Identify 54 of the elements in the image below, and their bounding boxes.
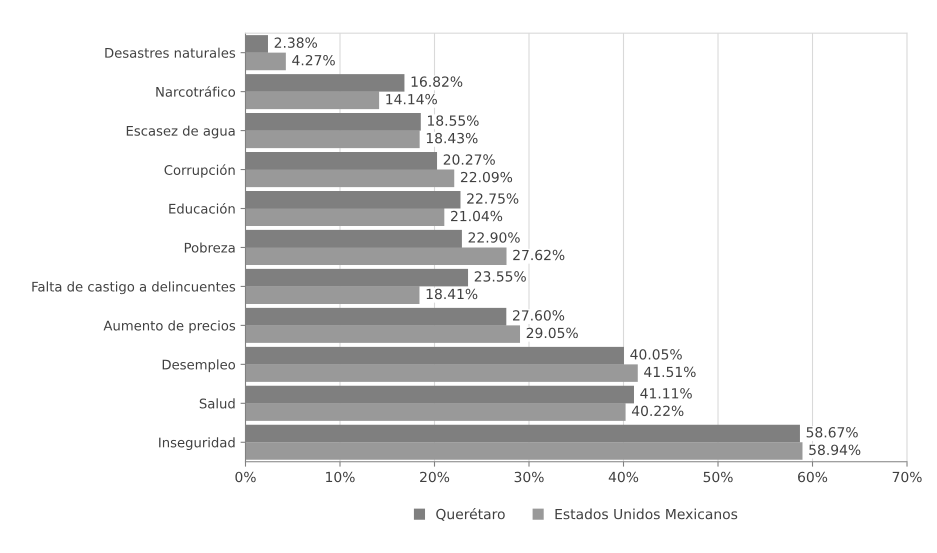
bar — [245, 247, 507, 265]
bar — [245, 403, 626, 421]
bar — [245, 286, 420, 304]
y-tick-label: Aumento de precios — [104, 320, 236, 334]
legend-label: Querétaro — [436, 508, 505, 521]
data-label: 18.43% — [426, 132, 478, 144]
data-label: 40.22% — [632, 406, 684, 416]
y-tick-label: Inseguridad — [159, 437, 235, 450]
x-tick-label: 40% — [608, 472, 638, 482]
data-label: 29.05% — [526, 328, 578, 338]
bar — [245, 325, 520, 343]
data-label: 20.27% — [444, 154, 495, 165]
data-label: 40.05% — [630, 349, 682, 360]
x-tick-label: 50% — [704, 472, 733, 482]
data-label: 21.04% — [451, 210, 502, 222]
y-tick-label: Educación — [169, 202, 235, 214]
y-tick-label: Desastres naturales — [105, 48, 236, 58]
x-tick-label: 10% — [326, 472, 355, 482]
bar — [245, 170, 454, 188]
data-label: 41.51% — [644, 366, 696, 378]
data-label: 16.82% — [412, 76, 462, 87]
y-tick-label: Salud — [200, 398, 235, 409]
data-label: 18.55% — [428, 115, 479, 126]
bar — [245, 130, 420, 148]
x-tick-label: 20% — [420, 472, 450, 482]
x-tick-label: 0% — [235, 472, 256, 482]
data-label: 22.75% — [467, 193, 518, 204]
data-label: 4.27% — [292, 54, 335, 66]
data-label: 22.09% — [460, 172, 512, 182]
data-label: 27.62% — [513, 250, 564, 260]
y-tick-label: Pobreza — [184, 242, 235, 253]
legend-label: Estados Unidos Mexicanos — [555, 508, 738, 520]
y-tick-label: Narcotráfico — [156, 86, 236, 97]
data-label: 58.94% — [809, 444, 860, 456]
data-label: 2.38% — [274, 37, 318, 48]
bar — [245, 442, 802, 460]
y-tick-label: Falta de castigo a delincuentes — [32, 281, 236, 294]
data-label: 18.41% — [426, 288, 478, 300]
y-tick-label: Escasez de agua — [126, 126, 235, 138]
data-label: 22.90% — [468, 232, 520, 243]
y-tick-label: Desempleo — [162, 359, 236, 372]
data-label: 58.67% — [806, 427, 858, 438]
x-tick-label: 70% — [892, 472, 922, 482]
data-label: 14.14% — [386, 94, 437, 104]
data-label: 23.55% — [474, 271, 526, 282]
x-tick-label: 30% — [514, 472, 544, 482]
data-label: 27.60% — [513, 310, 564, 321]
x-tick-label: 60% — [798, 472, 828, 482]
bar — [245, 92, 380, 110]
data-label: 41.11% — [640, 388, 692, 399]
y-tick-label: Corrupción — [164, 164, 235, 178]
bar — [245, 208, 444, 226]
bar — [245, 364, 638, 382]
bar — [245, 52, 286, 70]
